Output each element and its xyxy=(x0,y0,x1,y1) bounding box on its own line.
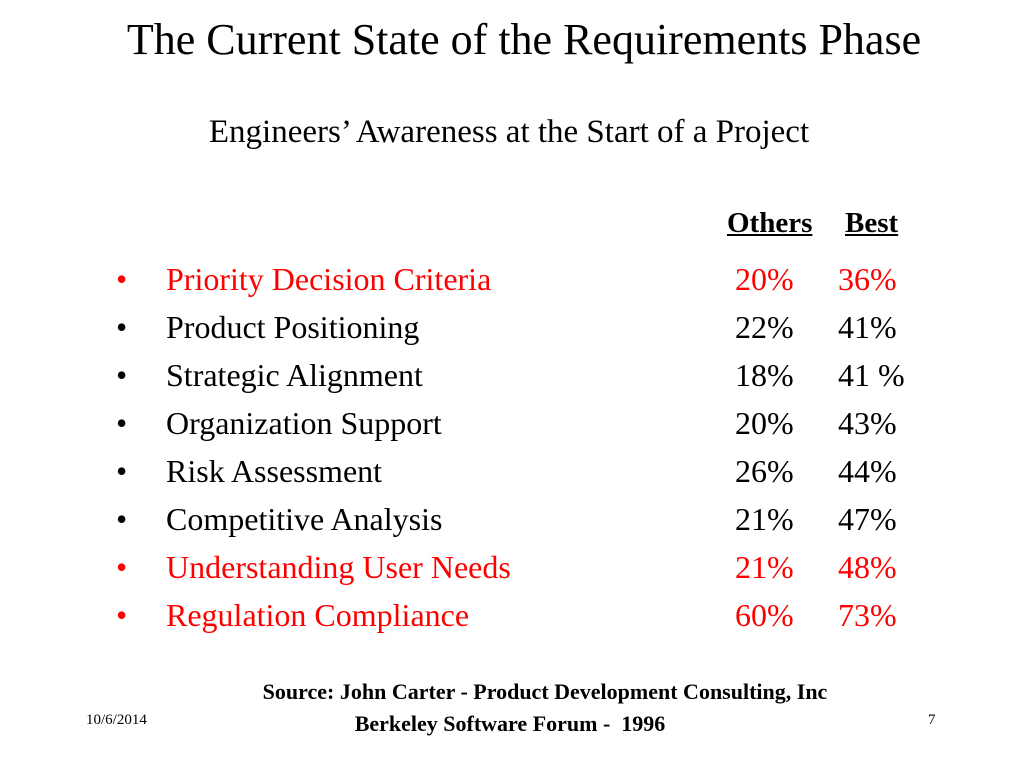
list-item: • Product Positioning 22% 41% xyxy=(0,304,1024,352)
item-others-value: 18% xyxy=(735,357,794,393)
item-others-value: 21% xyxy=(735,549,794,585)
list-item: • Organization Support 20% 43% xyxy=(0,400,1024,448)
slide-title: The Current State of the Requirements Ph… xyxy=(126,15,922,64)
item-others-value: 20% xyxy=(735,405,794,441)
item-label: Organization Support xyxy=(166,405,442,441)
item-best-value: 41 % xyxy=(838,357,905,393)
item-label: Understanding User Needs xyxy=(166,549,511,585)
bullet-icon: • xyxy=(116,549,128,585)
item-best-value: 41% xyxy=(838,309,897,345)
item-others-value: 20% xyxy=(735,261,794,297)
page-number: 7 xyxy=(928,712,936,728)
list-item: • Strategic Alignment 18% 41 % xyxy=(0,352,1024,400)
item-best-value: 48% xyxy=(838,549,897,585)
item-best-value: 44% xyxy=(838,453,897,489)
item-others-value: 22% xyxy=(735,309,794,345)
list-item: • Priority Decision Criteria 20% 36% xyxy=(0,256,1024,304)
slide-subtitle: Engineers’ Awareness at the Start of a P… xyxy=(208,114,810,150)
item-best-value: 43% xyxy=(838,405,897,441)
column-header-best: Best xyxy=(845,207,899,239)
item-label: Competitive Analysis xyxy=(166,501,443,537)
bullet-icon: • xyxy=(116,501,128,537)
bullet-icon: • xyxy=(116,357,128,393)
item-best-value: 47% xyxy=(838,501,897,537)
list-item: • Understanding User Needs 21% 48% xyxy=(0,544,1024,592)
item-others-value: 21% xyxy=(735,501,794,537)
source-citation: Source: John Carter - Product Developmen… xyxy=(0,676,1024,740)
bullet-icon: • xyxy=(116,405,128,441)
source-line-1: Source: John Carter - Product Developmen… xyxy=(262,679,828,704)
bullet-icon: • xyxy=(116,309,128,345)
bullet-icon: • xyxy=(116,261,128,297)
list-item: • Competitive Analysis 21% 47% xyxy=(0,496,1024,544)
footer-date: 10/6/2014 xyxy=(86,712,147,728)
item-others-value: 60% xyxy=(735,597,794,633)
bullet-icon: • xyxy=(116,453,128,489)
column-header-others: Others xyxy=(727,207,813,239)
item-label: Product Positioning xyxy=(166,309,420,345)
list-item: • Risk Assessment 26% 44% xyxy=(0,448,1024,496)
bullet-list: • Priority Decision Criteria 20% 36% • P… xyxy=(0,256,1024,640)
item-others-value: 26% xyxy=(735,453,794,489)
source-line-2: Berkeley Software Forum - 1996 xyxy=(354,711,666,736)
item-label: Risk Assessment xyxy=(166,453,383,489)
item-label: Strategic Alignment xyxy=(166,357,423,393)
item-label: Priority Decision Criteria xyxy=(166,261,492,297)
bullet-icon: • xyxy=(116,597,128,633)
item-best-value: 73% xyxy=(838,597,897,633)
item-best-value: 36% xyxy=(838,261,897,297)
list-item: • Regulation Compliance 60% 73% xyxy=(0,592,1024,640)
item-label: Regulation Compliance xyxy=(166,597,470,633)
